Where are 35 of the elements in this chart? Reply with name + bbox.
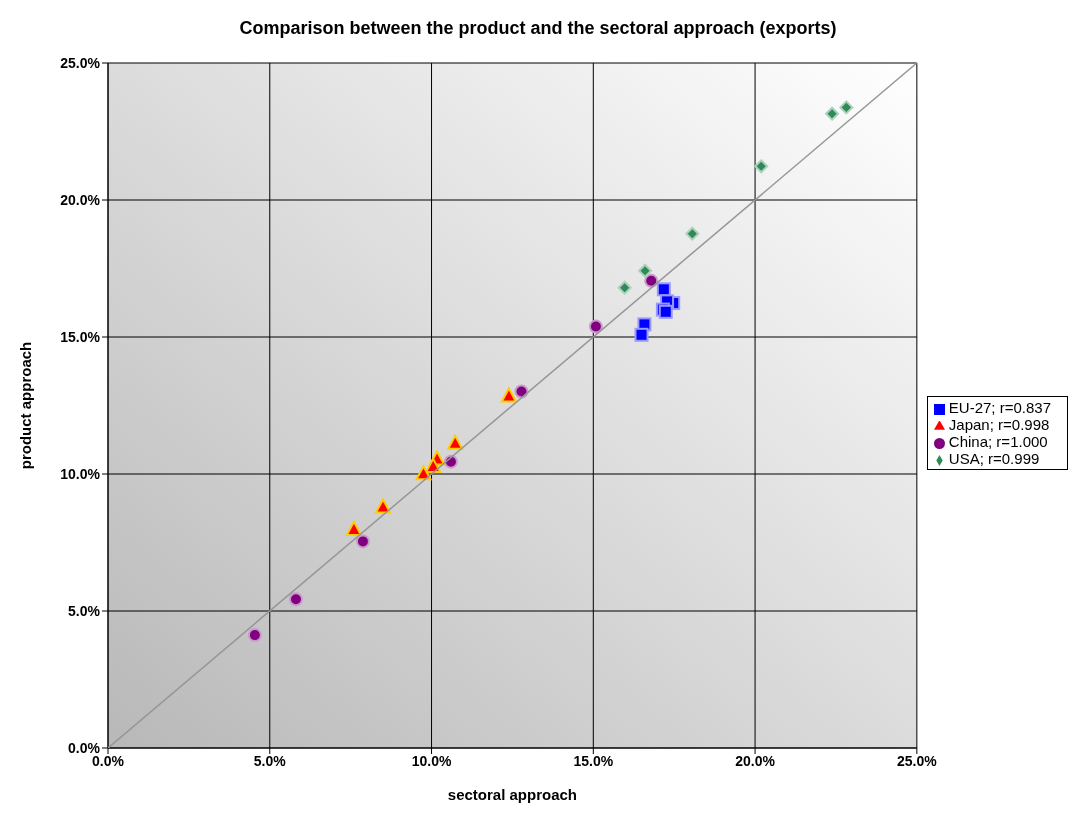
legend-label: China; r=1.000 [948, 433, 1048, 450]
point [247, 628, 262, 643]
y-tick-label: 10.0% [60, 465, 101, 482]
point [447, 434, 464, 450]
x-tick-label: 20.0% [735, 752, 776, 769]
x-tick-label: 5.0% [253, 752, 287, 769]
point [375, 498, 392, 514]
point [685, 226, 700, 241]
legend-label: Japan; r=0.998 [948, 416, 1050, 433]
legend-label: EU-27; r=0.837 [948, 399, 1051, 416]
point [839, 100, 854, 115]
y-tick-label: 5.0% [68, 602, 101, 619]
x-tick-label: 10.0% [411, 752, 452, 769]
point [644, 273, 659, 288]
y-tick-label: 25.0% [60, 54, 101, 71]
chart-title: Comparison between the product and the sectoral approach (exports) [238, 17, 838, 40]
point [425, 457, 442, 473]
point [288, 592, 303, 607]
y-axis-title: product approach [17, 341, 35, 470]
point [415, 465, 432, 481]
point [634, 327, 649, 342]
point [617, 280, 632, 295]
point [754, 159, 769, 174]
point [588, 319, 603, 334]
x-axis-title: sectoral approach [447, 786, 578, 803]
x-tick-label: 25.0% [896, 752, 938, 769]
point [345, 520, 362, 536]
x-tick-label: 15.0% [573, 752, 614, 769]
point [500, 387, 517, 403]
y-tick-label: 15.0% [60, 328, 101, 345]
point [355, 534, 370, 549]
legend-label: USA; r=0.999 [948, 450, 1040, 467]
point [825, 106, 840, 121]
point [638, 263, 653, 278]
y-tick-label: 20.0% [60, 191, 101, 208]
